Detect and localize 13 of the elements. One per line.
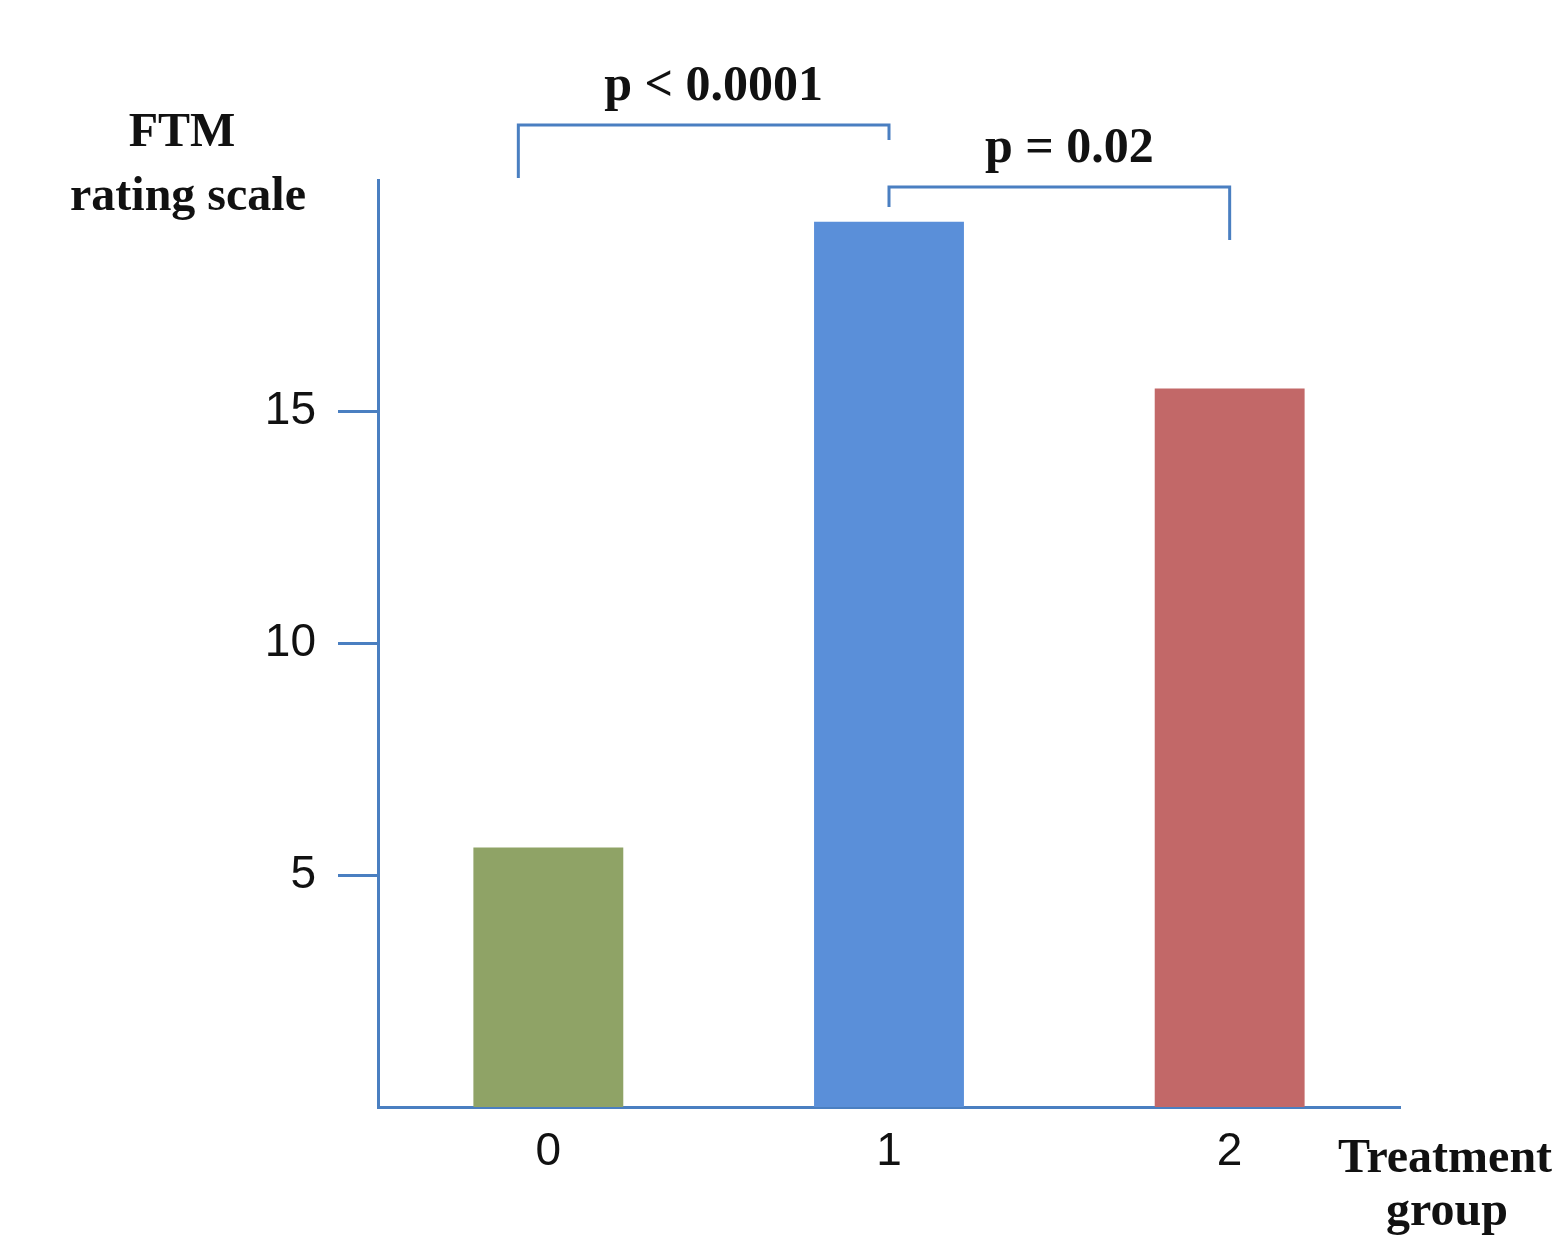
x-tick-label: 1 <box>876 1123 902 1176</box>
y-tick-label: 10 <box>264 614 316 667</box>
y-axis-title: FTM rating scale <box>70 103 306 220</box>
y-tick-label: 5 <box>290 845 316 898</box>
text: p = 0.02 <box>984 117 1154 173</box>
bar <box>814 221 964 1107</box>
bar <box>473 847 624 1107</box>
x-tick-label: 2 <box>1216 1123 1243 1176</box>
text: p < 0.0001 <box>604 55 824 111</box>
x-axis-title: Treatment group <box>1337 1129 1553 1235</box>
bar <box>1154 388 1305 1107</box>
y-tick-label: 15 <box>264 382 316 435</box>
x-tick-label: 0 <box>535 1123 562 1176</box>
